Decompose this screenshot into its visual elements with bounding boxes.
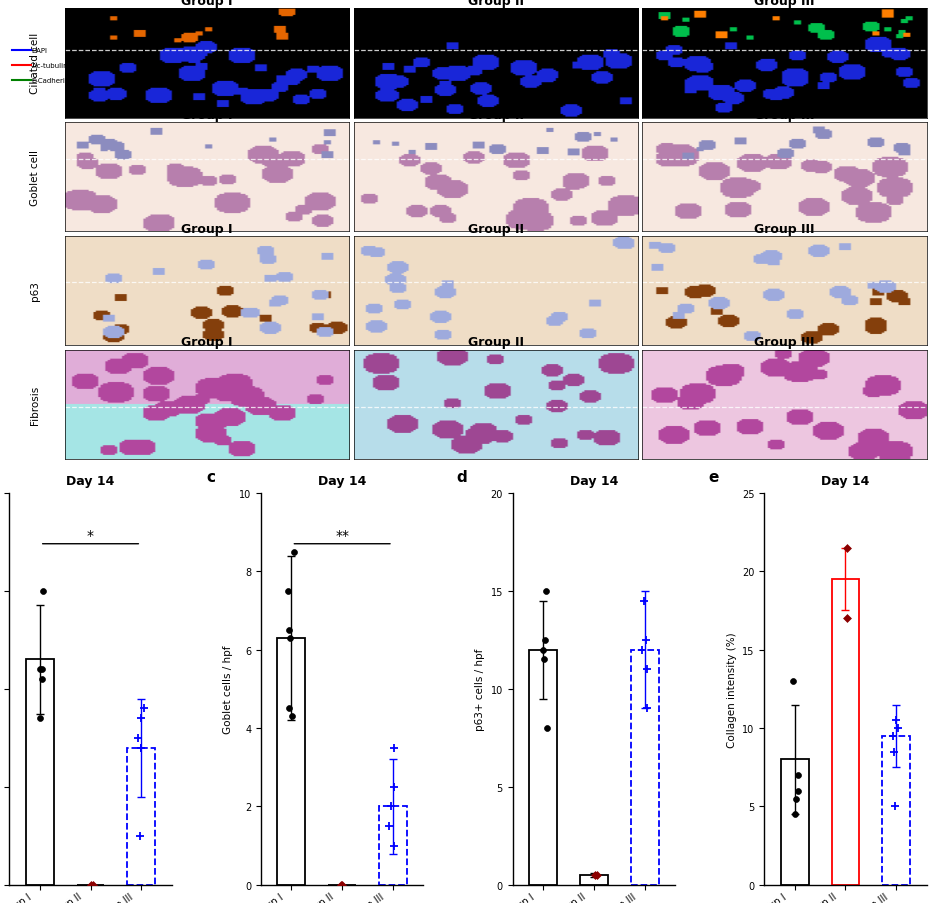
Title: Day 14: Day 14 [570,475,618,488]
Point [83,878,98,892]
Text: DAPI: DAPI [32,48,48,53]
Point [639,702,654,716]
Point [638,633,653,647]
Point [639,662,654,676]
Point [539,721,554,735]
Point [791,784,806,798]
Point [33,662,48,676]
Point [387,839,402,853]
Bar [379,806,407,885]
Bar [277,638,305,885]
Text: **: ** [335,528,349,542]
Text: E-Cadherin: E-Cadherin [32,79,70,84]
Title: Group III: Group III [754,108,815,122]
Title: Group II: Group II [468,108,524,122]
Title: Day 14: Day 14 [821,475,870,488]
Point [787,807,802,822]
Title: Group I: Group I [182,108,233,122]
Point [840,541,855,555]
Title: Group II: Group II [468,0,524,8]
Point [333,878,348,892]
Point [387,780,402,795]
Title: Group I: Group I [182,222,233,236]
Point [538,584,553,599]
Point [536,653,551,667]
Y-axis label: p63+ cells / hpf: p63+ cells / hpf [475,648,485,731]
Point [886,745,901,759]
Title: Group I: Group I [182,0,233,8]
Point [287,545,302,559]
Point [636,593,651,608]
Title: Group I: Group I [182,336,233,349]
Point [788,792,803,806]
Bar [781,759,809,885]
Title: Group II: Group II [468,336,524,349]
Point [840,611,855,626]
Point [35,662,50,676]
Point [35,672,50,686]
Title: Group III: Group III [754,0,815,8]
Point [382,819,397,833]
Bar [631,650,659,885]
Point [334,878,349,892]
Bar [580,875,607,885]
Text: p63: p63 [30,281,40,301]
Point [133,712,148,726]
Y-axis label: Collagen intensity (%): Collagen intensity (%) [726,631,737,747]
Point [635,643,650,657]
Text: d: d [457,470,467,485]
Point [137,702,152,716]
Point [791,768,806,783]
Point [36,584,51,599]
Point [887,799,902,814]
Point [888,713,903,728]
Point [535,643,550,657]
Text: c: c [207,470,215,485]
Point [891,721,906,735]
Text: Goblet cell: Goblet cell [30,150,40,205]
Bar [883,736,910,885]
Point [32,712,47,726]
Text: Ciliated cell: Ciliated cell [30,33,40,94]
Point [282,702,297,716]
Point [133,829,148,843]
Title: Group II: Group II [468,222,524,236]
Point [285,709,300,723]
Bar [26,660,53,885]
Text: Ac-tubulin -: Ac-tubulin - [32,63,72,69]
Point [590,868,605,882]
Point [281,584,296,599]
Point [282,623,297,638]
Point [131,731,146,745]
Point [785,674,800,688]
Title: Day 14: Day 14 [318,475,366,488]
Bar [127,748,155,885]
Bar [529,650,557,885]
Bar [831,580,859,885]
Point [885,729,900,743]
Text: e: e [709,470,719,485]
Point [134,740,149,755]
Text: Fibrosis: Fibrosis [30,386,40,424]
Point [537,633,552,647]
Point [283,631,298,646]
Title: Group III: Group III [754,336,815,349]
Point [85,878,100,892]
Title: Day 14: Day 14 [66,475,115,488]
Text: *: * [87,528,94,542]
Point [384,799,399,814]
Y-axis label: Goblet cells / hpf: Goblet cells / hpf [224,645,233,733]
Point [588,868,603,882]
Point [387,740,402,755]
Title: Group III: Group III [754,222,815,236]
Point [134,740,149,755]
